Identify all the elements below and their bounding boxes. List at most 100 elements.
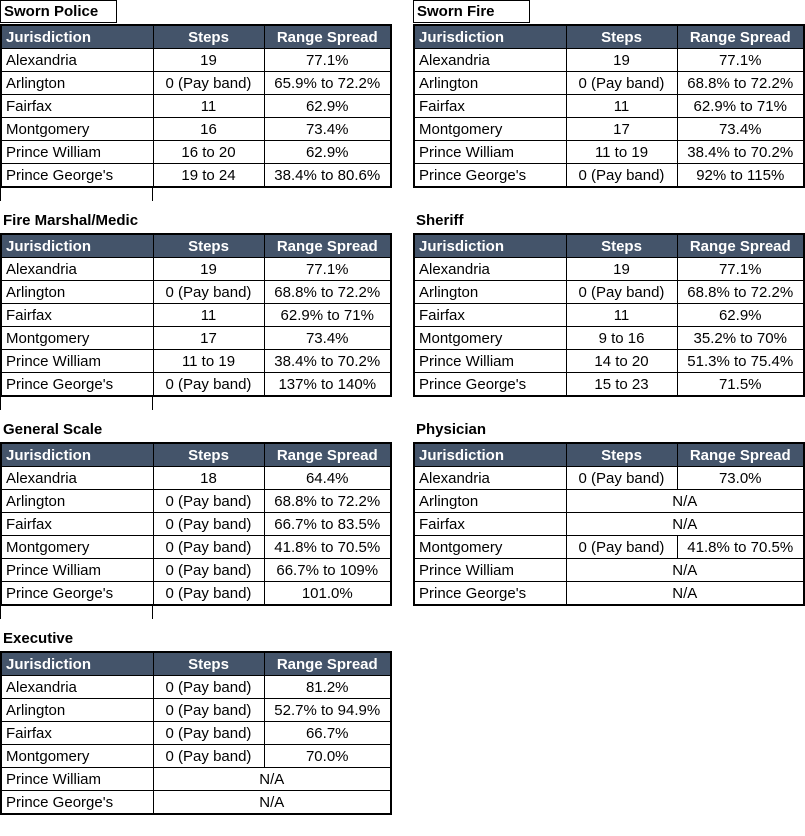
table-row: Alexandria 0 (Pay band) 73.0% [413,466,805,490]
column-header-jurisdiction: Jurisdiction [413,442,567,467]
na-merged-cell: N/A [565,558,805,582]
table-section-executive: Executive Jurisdiction Steps Range Spread Al… [0,627,392,836]
steps-cell: 0 (Pay band) [152,581,265,606]
range-spread-cell: 66.7% to 83.5% [263,512,392,536]
steps-cell: 17 [565,117,678,141]
column-header-steps: Steps [152,442,265,467]
table-row: Prince George's 0 (Pay band) 137% to 140% [0,372,392,397]
column-header-jurisdiction: Jurisdiction [413,24,567,49]
table-row: Arlington 0 (Pay band) 52.7% to 94.9% [0,698,392,722]
table-row: Prince William N/A [0,767,392,791]
table-section-general-scale: General Scale Jurisdiction Steps Range Spre… [0,418,392,627]
range-spread-cell: 65.9% to 72.2% [263,71,392,95]
table-row: Prince William 14 to 20 51.3% to 75.4% [413,349,805,373]
steps-cell: 0 (Pay band) [565,163,678,188]
column-header-range: Range Spread [676,24,805,49]
range-spread-cell: 66.7% to 109% [263,558,392,582]
steps-cell: 0 (Pay band) [152,558,265,582]
steps-cell: 14 to 20 [565,349,678,373]
steps-cell: 0 (Pay band) [152,512,265,536]
data-table-sworn-police: Jurisdiction Steps Range Spread Alexandria 1… [0,24,392,188]
range-spread-cell: 51.3% to 75.4% [676,349,805,373]
steps-cell: 0 (Pay band) [152,535,265,559]
data-table-physician: Jurisdiction Steps Range Spread Alexandria 0… [413,442,805,606]
jurisdiction-cell: Arlington [0,71,154,95]
jurisdiction-cell: Prince George's [0,163,154,188]
header-row: Jurisdiction Steps Range Spread [0,233,392,258]
table-title-fire-marshal-medic: Fire Marshal/Medic [3,212,139,229]
range-spread-cell: 71.5% [676,372,805,397]
jurisdiction-cell: Prince George's [0,372,154,397]
table-row: Fairfax 11 62.9% [0,94,392,118]
gridline-stub [152,397,153,410]
column-header-jurisdiction: Jurisdiction [0,233,154,258]
table-title-sworn-police: Sworn Police [0,0,117,23]
range-spread-cell: 70.0% [263,744,392,768]
jurisdiction-cell: Alexandria [413,257,567,281]
steps-cell: 0 (Pay band) [152,280,265,304]
steps-cell: 11 [152,94,265,118]
steps-cell: 0 (Pay band) [152,489,265,513]
steps-cell: 0 (Pay band) [152,71,265,95]
jurisdiction-cell: Prince William [0,140,154,164]
steps-cell: 0 (Pay band) [565,535,678,559]
steps-cell: 0 (Pay band) [152,372,265,397]
gridline-stub [0,188,1,201]
table-title-physician: Physician [416,421,487,438]
column-header-jurisdiction: Jurisdiction [0,24,154,49]
column-header-range: Range Spread [263,442,392,467]
range-spread-cell: 66.7% [263,721,392,745]
na-merged-cell: N/A [565,489,805,513]
range-spread-cell: 68.8% to 72.2% [676,280,805,304]
column-header-steps: Steps [152,24,265,49]
table-row: Montgomery 0 (Pay band) 41.8% to 70.5% [413,535,805,559]
jurisdiction-cell: Prince William [0,767,154,791]
jurisdiction-cell: Prince William [413,349,567,373]
table-title-executive: Executive [3,630,74,647]
jurisdiction-cell: Prince William [0,558,154,582]
column-header-jurisdiction: Jurisdiction [0,442,154,467]
table-row: Fairfax 11 62.9% [413,303,805,327]
table-row: Montgomery 17 73.4% [413,117,805,141]
table-row: Prince William 11 to 19 38.4% to 70.2% [413,140,805,164]
data-table-general-scale: Jurisdiction Steps Range Spread Alexandria 1… [0,442,392,606]
range-spread-cell: 81.2% [263,675,392,699]
range-spread-cell: 73.4% [263,326,392,350]
jurisdiction-cell: Montgomery [0,117,154,141]
range-spread-cell: 38.4% to 70.2% [263,349,392,373]
steps-cell: 15 to 23 [565,372,678,397]
jurisdiction-cell: Prince George's [413,581,567,606]
table-row: Alexandria 18 64.4% [0,466,392,490]
gridline-stub [152,188,153,201]
na-merged-cell: N/A [565,512,805,536]
steps-cell: 0 (Pay band) [152,744,265,768]
range-spread-cell: 62.9% [676,303,805,327]
na-merged-cell: N/A [565,581,805,606]
jurisdiction-cell: Prince William [413,558,567,582]
jurisdiction-cell: Fairfax [0,94,154,118]
table-row: Alexandria 19 77.1% [0,48,392,72]
steps-cell: 11 to 19 [565,140,678,164]
header-row: Jurisdiction Steps Range Spread [0,442,392,467]
range-spread-cell: 68.8% to 72.2% [263,489,392,513]
steps-cell: 0 (Pay band) [565,466,678,490]
steps-cell: 0 (Pay band) [152,698,265,722]
table-row: Fairfax 0 (Pay band) 66.7% to 83.5% [0,512,392,536]
jurisdiction-cell: Prince George's [0,790,154,815]
steps-cell: 19 [565,48,678,72]
na-merged-cell: N/A [152,767,392,791]
jurisdiction-cell: Fairfax [413,94,567,118]
table-row: Prince William 11 to 19 38.4% to 70.2% [0,349,392,373]
jurisdiction-cell: Prince William [413,140,567,164]
table-row: Montgomery 16 73.4% [0,117,392,141]
column-header-range: Range Spread [676,442,805,467]
jurisdiction-cell: Fairfax [413,303,567,327]
table-title-sheriff: Sheriff [416,212,464,229]
jurisdiction-cell: Alexandria [0,466,154,490]
column-header-steps: Steps [152,233,265,258]
table-row: Fairfax 11 62.9% to 71% [0,303,392,327]
steps-cell: 11 [565,94,678,118]
na-merged-cell: N/A [152,790,392,815]
column-header-steps: Steps [565,24,678,49]
jurisdiction-cell: Montgomery [0,744,154,768]
